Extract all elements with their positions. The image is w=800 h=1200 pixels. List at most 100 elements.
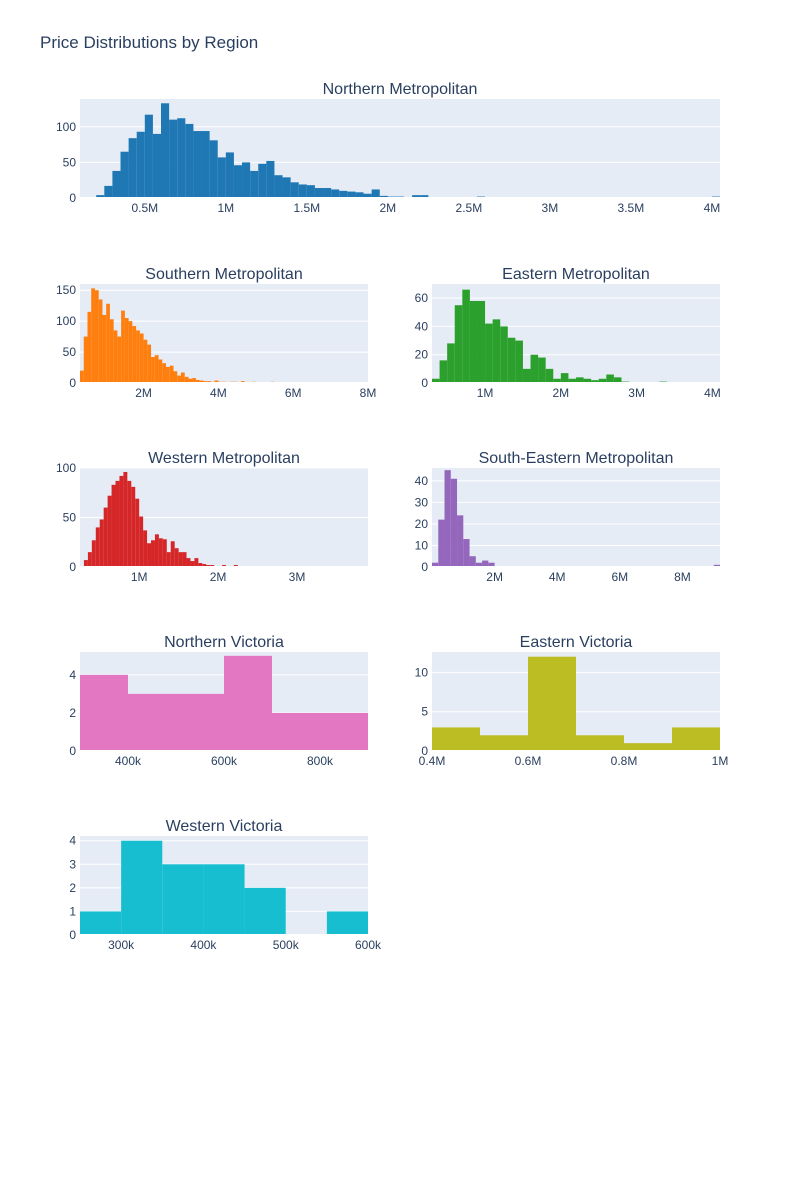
y-tick-label: 0 bbox=[69, 744, 76, 758]
histogram-bar bbox=[99, 519, 104, 567]
histogram-bar bbox=[225, 152, 234, 198]
histogram-bar bbox=[462, 289, 470, 383]
histogram-bar bbox=[135, 498, 140, 567]
histogram-bar bbox=[432, 727, 480, 751]
histogram-bar bbox=[242, 162, 251, 198]
x-tick-label: 2M bbox=[210, 570, 227, 584]
histogram-bar bbox=[87, 311, 92, 383]
subplot-title: Eastern Metropolitan bbox=[502, 266, 650, 283]
y-tick-label: 0 bbox=[421, 560, 428, 574]
histogram-bar bbox=[121, 310, 125, 383]
histogram-bar bbox=[613, 377, 622, 383]
histogram-bar bbox=[379, 195, 388, 198]
x-tick-label: 500k bbox=[273, 938, 300, 952]
histogram-bar bbox=[91, 540, 96, 567]
histogram-bar bbox=[507, 337, 516, 383]
histogram-bar bbox=[217, 157, 226, 198]
histogram-bar bbox=[447, 343, 455, 383]
histogram-bar bbox=[162, 363, 167, 383]
y-tick-label: 2 bbox=[69, 881, 76, 895]
histogram-bar bbox=[306, 185, 315, 198]
y-tick-label: 40 bbox=[415, 474, 429, 488]
figure-title: Price Distributions by Region bbox=[40, 33, 259, 52]
y-tick-label: 100 bbox=[56, 461, 76, 475]
histogram-bar bbox=[169, 119, 178, 198]
histogram-bar bbox=[282, 177, 291, 198]
x-tick-label: 0.8M bbox=[611, 754, 638, 768]
histogram-bar bbox=[209, 140, 218, 198]
histogram-bar bbox=[139, 333, 144, 383]
histogram-bar bbox=[104, 185, 113, 198]
y-tick-label: 20 bbox=[415, 348, 429, 362]
histogram-bar bbox=[180, 372, 185, 383]
subplot-title: South-Eastern Metropolitan bbox=[479, 450, 674, 467]
histogram-bar bbox=[182, 552, 187, 567]
histogram-bar bbox=[128, 321, 133, 383]
histogram-bar bbox=[91, 288, 95, 383]
histogram-bar bbox=[119, 475, 124, 567]
histogram-bar bbox=[176, 693, 224, 751]
x-tick-label: 4M bbox=[549, 570, 566, 584]
y-tick-label: 30 bbox=[415, 495, 429, 509]
y-tick-label: 10 bbox=[415, 538, 429, 552]
histogram-bar bbox=[143, 339, 148, 383]
histogram-bar bbox=[127, 480, 132, 567]
histogram-bar bbox=[515, 340, 523, 383]
subplot-title: Western Victoria bbox=[166, 818, 283, 835]
subplot: 0 2 4 400k 600k 800k Northern Victoria bbox=[69, 634, 368, 768]
x-tick-label: 600k bbox=[355, 938, 382, 952]
histogram-bar bbox=[485, 323, 493, 383]
histogram-bar bbox=[154, 534, 159, 567]
histogram-bar bbox=[178, 552, 183, 567]
x-tick-label: 400k bbox=[115, 754, 142, 768]
histogram-bar bbox=[177, 118, 186, 198]
x-tick-label: 400k bbox=[190, 938, 217, 952]
histogram-bar bbox=[190, 561, 195, 567]
y-tick-label: 2 bbox=[69, 706, 76, 720]
y-tick-label: 20 bbox=[415, 517, 429, 531]
histogram-bar bbox=[131, 486, 136, 567]
histogram-bar bbox=[170, 541, 175, 567]
histogram-bar bbox=[151, 357, 155, 383]
histogram-bar bbox=[326, 911, 368, 935]
y-tick-label: 50 bbox=[63, 345, 77, 359]
subplot-title: Northern Victoria bbox=[164, 634, 284, 651]
histogram-bar bbox=[598, 378, 607, 383]
y-tick-label: 10 bbox=[415, 665, 429, 679]
histogram-bar bbox=[115, 480, 120, 567]
histogram-bar bbox=[371, 189, 380, 198]
x-tick-label: 600k bbox=[211, 754, 238, 768]
histogram-bar bbox=[272, 712, 320, 751]
histogram-bar bbox=[152, 133, 162, 198]
histogram-bar bbox=[439, 360, 448, 383]
histogram-bar bbox=[568, 378, 576, 383]
histogram-bar bbox=[355, 192, 364, 198]
histogram-bar bbox=[624, 743, 672, 751]
histogram-bar bbox=[106, 303, 110, 383]
histogram-bar bbox=[233, 165, 243, 198]
x-tick-label: 4M bbox=[704, 201, 721, 215]
histogram-bar bbox=[112, 170, 121, 198]
histogram-bar bbox=[166, 366, 170, 383]
histogram-bar bbox=[95, 527, 100, 567]
histogram-bar bbox=[530, 354, 539, 383]
y-tick-label: 0 bbox=[421, 376, 428, 390]
histogram-bar bbox=[492, 319, 501, 383]
x-tick-label: 2M bbox=[380, 201, 397, 215]
histogram-bar bbox=[117, 336, 122, 383]
y-tick-label: 50 bbox=[63, 511, 77, 525]
y-tick-label: 3 bbox=[69, 857, 76, 871]
histogram-bar bbox=[672, 727, 720, 751]
y-tick-label: 0 bbox=[69, 928, 76, 942]
histogram-bar bbox=[198, 563, 203, 567]
x-tick-label: 1M bbox=[712, 754, 729, 768]
histogram-bar bbox=[132, 326, 137, 383]
y-tick-label: 50 bbox=[63, 155, 77, 169]
histogram-bar bbox=[80, 674, 128, 751]
subplot-title: Eastern Victoria bbox=[520, 634, 633, 651]
histogram-bar bbox=[244, 887, 286, 935]
histogram-bar bbox=[98, 299, 103, 383]
x-tick-label: 8M bbox=[674, 570, 691, 584]
subplot: 0 50 100 0.5M 1M 1.5M 2M 2.5M 3M 3.5M 4M Northern M… bbox=[56, 81, 720, 215]
histogram-bar bbox=[158, 359, 163, 383]
